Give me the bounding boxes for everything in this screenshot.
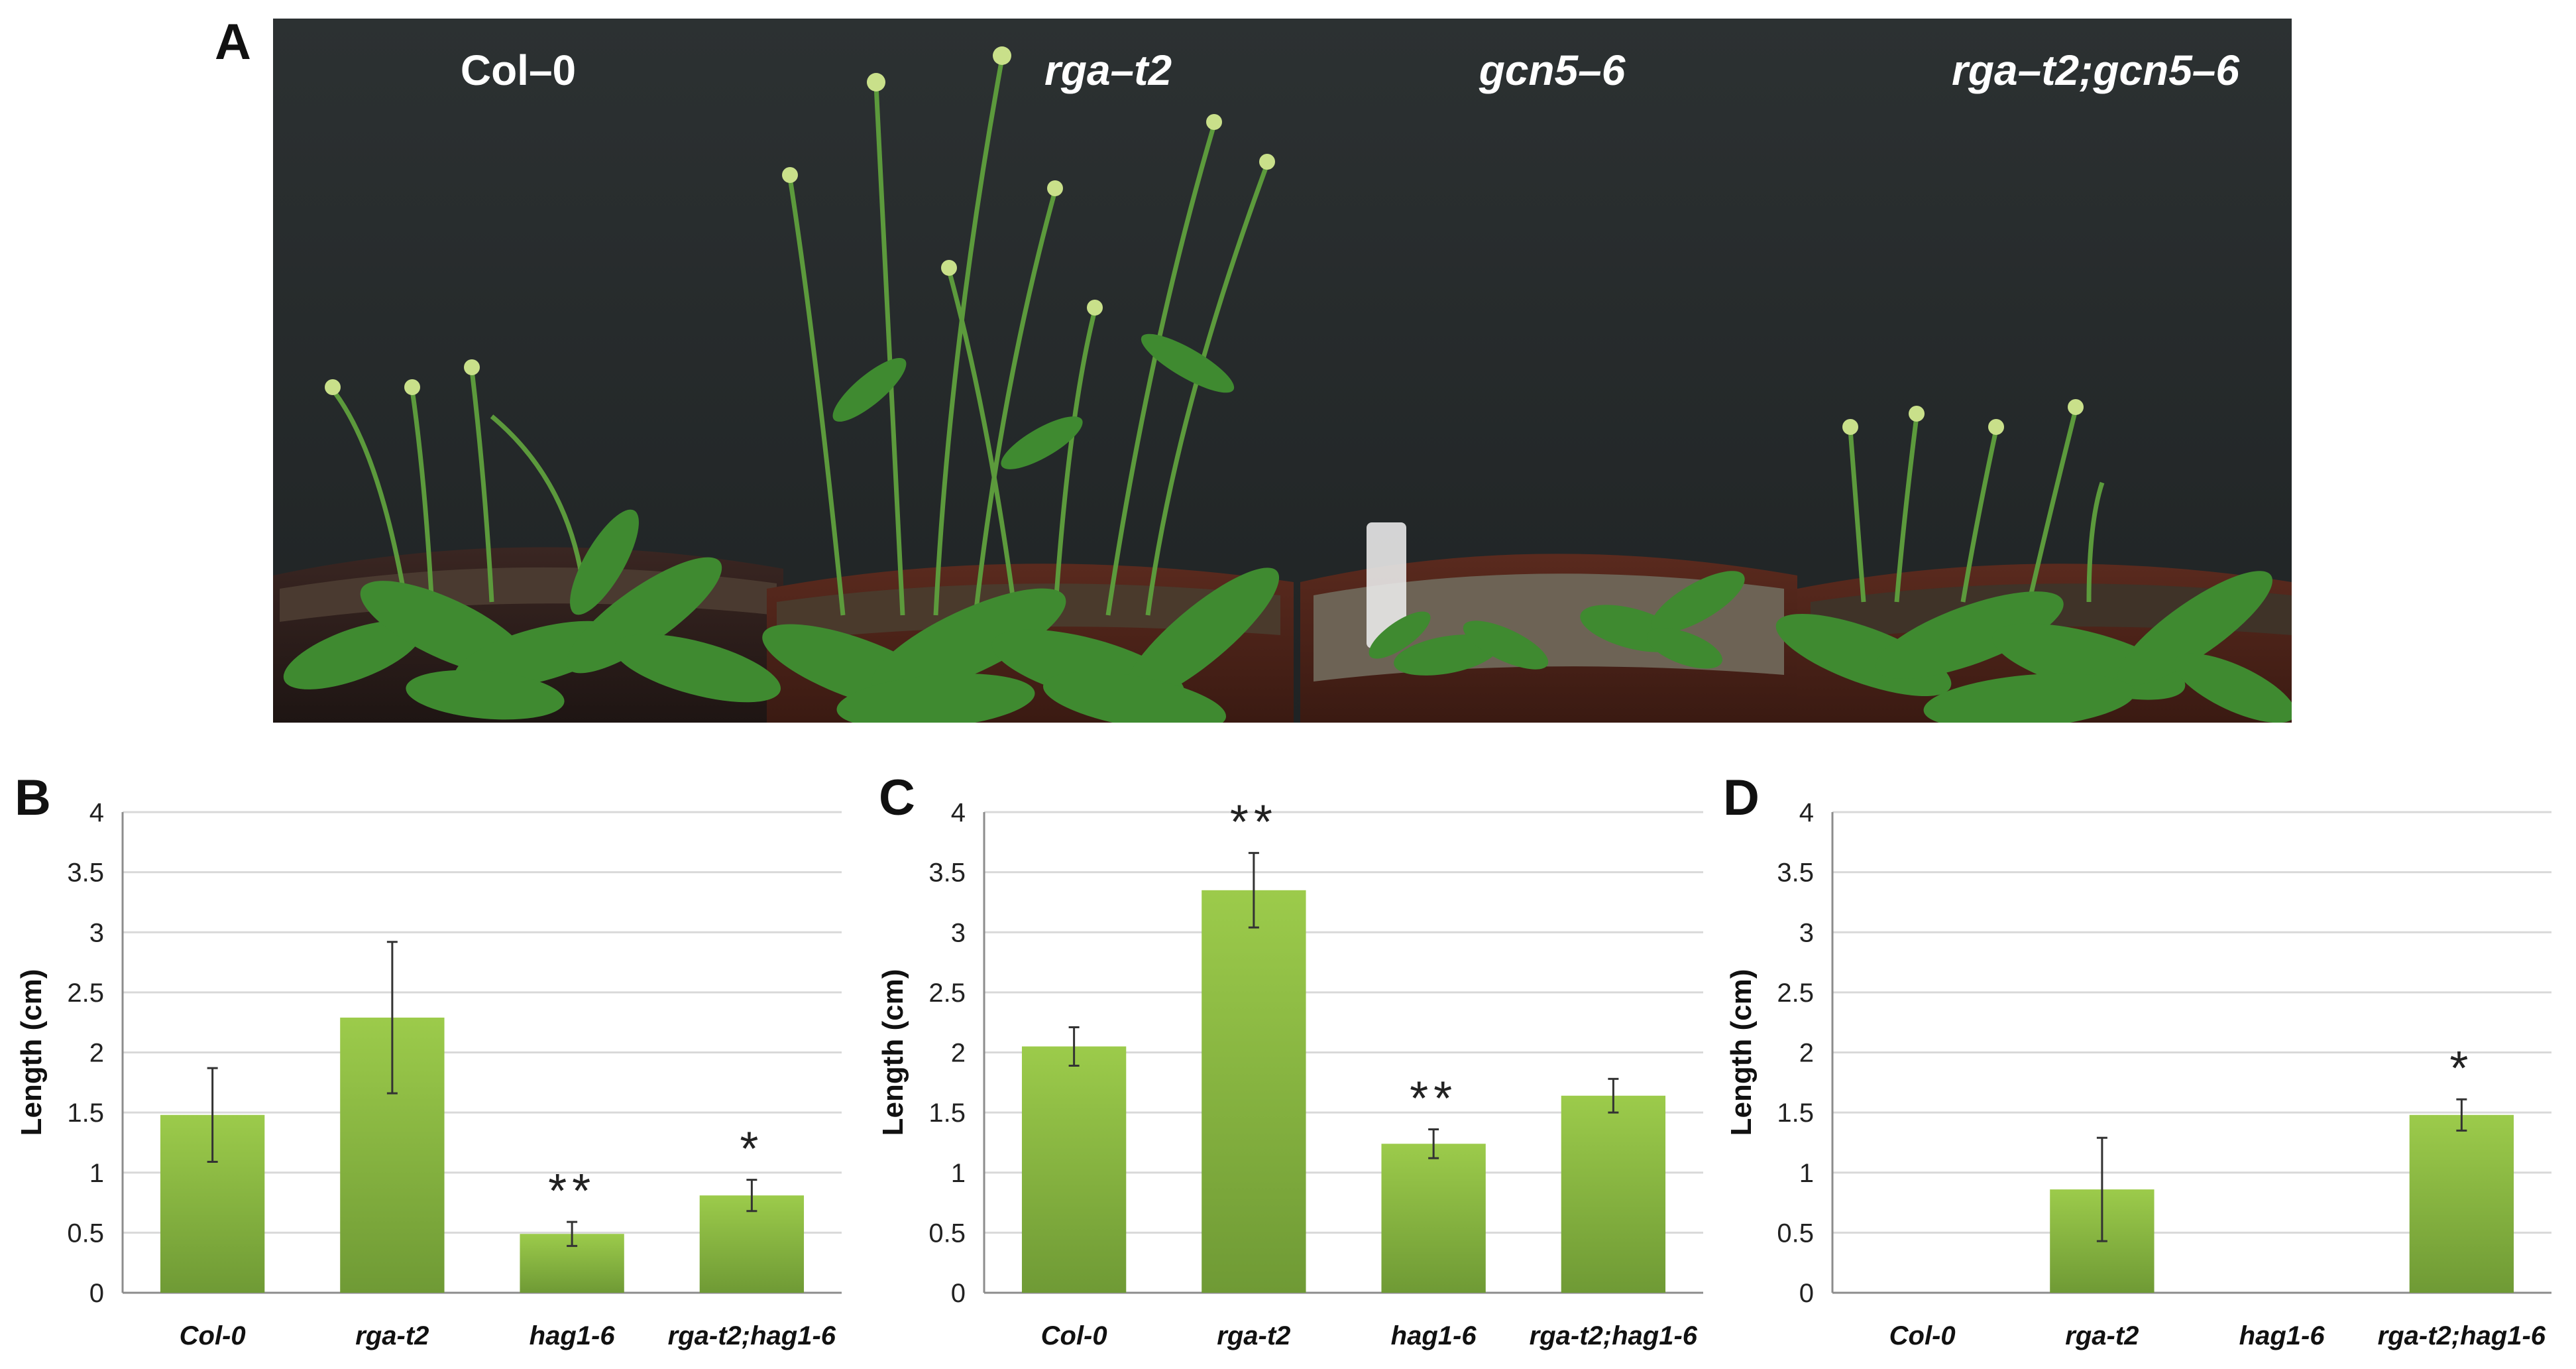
- y-tick-label: 4: [1799, 798, 1814, 827]
- significance-label: **: [1410, 1073, 1457, 1126]
- bar: [1561, 1095, 1666, 1293]
- x-tick-label: rga-t2: [2065, 1321, 2139, 1350]
- significance-label: *: [2449, 1042, 2473, 1095]
- y-axis-label: Length (cm): [877, 969, 909, 1136]
- x-tick-label: Col-0: [180, 1321, 246, 1350]
- panel-letter-c: C: [879, 770, 915, 826]
- y-tick-label: 1.5: [1777, 1099, 1814, 1128]
- genotype-label-rga-t2-gcn5-6: rga–t2;gcn5–6: [1952, 46, 2239, 94]
- panel-letter-b: B: [15, 770, 51, 826]
- y-tick-label: 3.5: [67, 859, 104, 888]
- y-tick-label: 2.5: [67, 979, 104, 1008]
- y-tick-label: 2.5: [928, 979, 966, 1008]
- y-tick-label: 1.5: [928, 1099, 966, 1128]
- y-tick-label: 4: [89, 798, 104, 827]
- x-tick-label: Col-0: [1889, 1321, 1956, 1350]
- y-tick-label: 1.5: [67, 1099, 104, 1128]
- bar: [1202, 890, 1306, 1293]
- x-tick-label: hag1-6: [530, 1321, 616, 1350]
- significance-label: **: [548, 1165, 596, 1218]
- y-axis-label: Length (cm): [15, 969, 48, 1136]
- y-tick-label: 2: [89, 1039, 104, 1068]
- bar-chart-c: 0 0.5 1 1.5 2 2.5 3 3.5 4 Length (cm) Col-0 ** rga-t…: [877, 796, 1703, 1350]
- panel-letter-d: D: [1723, 770, 1760, 826]
- genotype-label-gcn5-6: gcn5–6: [1479, 46, 1626, 94]
- y-tick-label: 2: [951, 1039, 966, 1068]
- y-tick-label: 1: [951, 1159, 966, 1188]
- significance-label: *: [740, 1123, 763, 1176]
- y-tick-label: 1: [1799, 1159, 1814, 1188]
- x-tick-label: rga-t2;hag1-6: [668, 1321, 836, 1350]
- bar: [1021, 1046, 1127, 1293]
- bar-chart-d: 0 0.5 1 1.5 2 2.5 3 3.5 4 Length (cm) Col-0 rga-t2 h…: [1725, 798, 2551, 1350]
- genotype-label-col-0: Col–0: [461, 46, 576, 94]
- plant-stems: [331, 58, 2105, 616]
- x-tick-label: rga-t2: [355, 1321, 429, 1350]
- genotype-label-rga-t2: rga–t2: [1044, 46, 1172, 94]
- y-tick-label: 3: [89, 918, 104, 947]
- significance-label: **: [1230, 796, 1278, 849]
- y-tick-label: 0.5: [928, 1219, 966, 1248]
- y-tick-label: 1: [89, 1159, 104, 1188]
- x-tick-label: rga-t2;hag1-6: [2378, 1321, 2546, 1350]
- y-tick-label: 0: [1799, 1279, 1814, 1308]
- y-tick-label: 0: [951, 1279, 966, 1308]
- bar: [1381, 1144, 1486, 1293]
- flower-buds: [325, 46, 2084, 435]
- y-tick-label: 3: [951, 918, 966, 947]
- x-tick-label: rga-t2;hag1-6: [1530, 1321, 1698, 1350]
- y-tick-label: 2: [1799, 1039, 1814, 1068]
- y-tick-label: 0.5: [1777, 1219, 1814, 1248]
- plant-leaves: [283, 333, 2292, 723]
- y-tick-label: 2.5: [1777, 979, 1814, 1008]
- y-tick-label: 0.5: [67, 1219, 104, 1248]
- y-tick-label: 3: [1799, 918, 1814, 947]
- y-tick-label: 3.5: [1777, 859, 1814, 888]
- y-tick-label: 3.5: [928, 859, 966, 888]
- plant-photo: Col–0 rga–t2 gcn5–6 rga–t2;gcn5–6: [273, 19, 2292, 723]
- panel-letter-a: A: [215, 14, 251, 70]
- bar: [2409, 1114, 2514, 1293]
- x-tick-label: hag1-6: [1391, 1321, 1477, 1350]
- bar-chart-b: 0 0.5 1 1.5 2 2.5 3 3.5 4 Length (cm) Col-0 rga-t2 *…: [15, 798, 842, 1350]
- y-tick-label: 0: [89, 1279, 104, 1308]
- y-tick-label: 4: [951, 798, 966, 827]
- y-axis-label: Length (cm): [1725, 969, 1758, 1136]
- x-tick-label: hag1-6: [2239, 1321, 2325, 1350]
- x-tick-label: rga-t2: [1217, 1321, 1290, 1350]
- x-tick-label: Col-0: [1041, 1321, 1107, 1350]
